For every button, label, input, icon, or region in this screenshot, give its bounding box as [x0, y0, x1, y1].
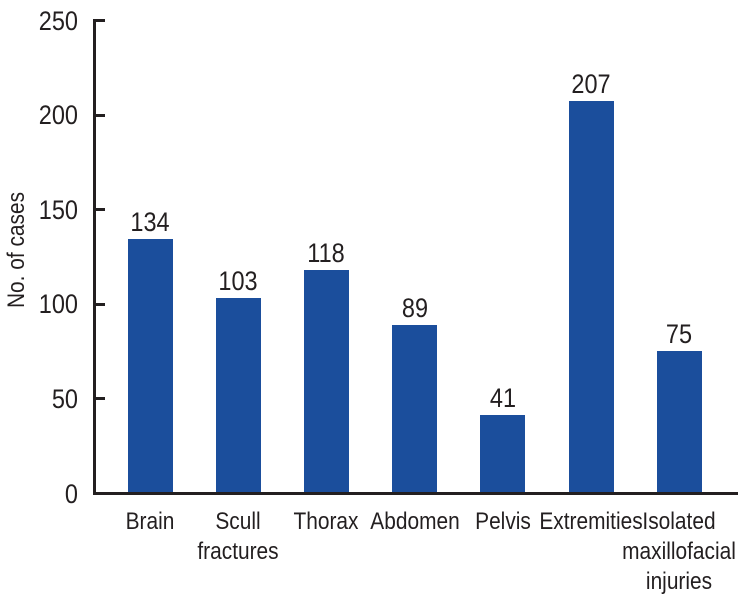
bar-value-label: 75	[666, 319, 693, 349]
bar-value-label: 134	[130, 207, 170, 237]
x-category-label: Scull fractures	[197, 508, 279, 565]
y-tick-label: 0	[64, 478, 78, 509]
x-category-label: Abdomen	[369, 508, 460, 535]
y-tick-mark	[96, 302, 105, 306]
bar	[392, 325, 438, 492]
x-axis-line	[93, 492, 738, 495]
y-axis-line	[93, 19, 96, 495]
y-tick-label: 50	[51, 383, 78, 414]
y-tick-mark	[96, 113, 105, 117]
bar	[656, 351, 702, 492]
bar-value-label: 118	[307, 238, 346, 268]
bar	[303, 270, 349, 492]
y-tick-mark	[96, 397, 105, 401]
y-tick-label: 100	[38, 289, 78, 320]
x-category-label: Extremities	[539, 508, 643, 535]
bar-value-label: 89	[401, 293, 428, 323]
x-category-label: Isolated maxillofacial injuries	[622, 508, 737, 595]
y-tick-mark	[96, 208, 105, 212]
bar	[215, 298, 261, 492]
bar-value-label: 103	[218, 266, 258, 296]
bar	[568, 101, 614, 492]
y-tick-mark	[96, 19, 105, 22]
y-tick-label: 150	[38, 194, 78, 225]
bar	[480, 415, 526, 492]
y-tick-label: 250	[38, 5, 78, 36]
bar	[127, 239, 173, 492]
y-tick-label: 200	[38, 100, 78, 131]
bar-value-label: 41	[489, 383, 516, 413]
x-category-label: Pelvis	[474, 508, 531, 535]
x-category-label: Brain	[125, 508, 175, 535]
x-category-label: Thorax	[293, 508, 359, 535]
bar-value-label: 207	[571, 69, 611, 99]
